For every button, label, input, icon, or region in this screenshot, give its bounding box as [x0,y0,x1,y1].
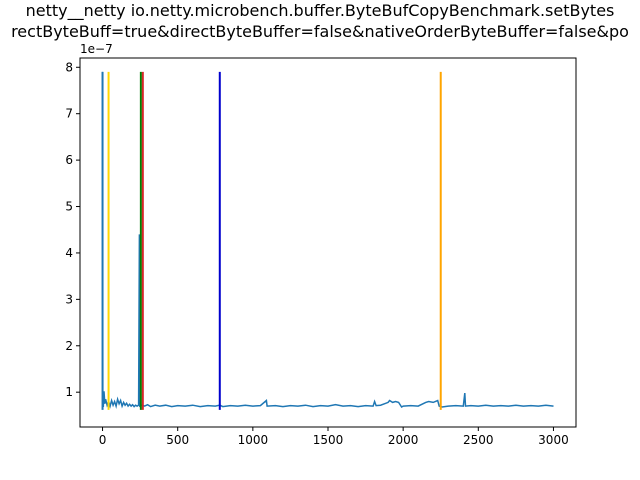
plot-area [101,71,554,410]
chart-title-line-1: netty__netty io.netty.microbench.buffer.… [26,1,615,21]
y-tick-label-7: 8 [65,60,73,74]
y-tick-label-3: 4 [65,246,73,260]
x-tick-label-0: 0 [99,433,107,447]
y-tick-label-0: 1 [65,385,73,399]
chart-title-line-2: rectByteBuff=true&directByteBuffer=false… [11,22,629,41]
x-tick-label-4: 2000 [388,433,419,447]
x-tick-label-3: 1500 [313,433,344,447]
x-tick-label-6: 3000 [538,433,569,447]
y-tick-label-6: 7 [65,107,73,121]
x-tick-label-5: 2500 [463,433,494,447]
x-axis: 0 500 1000 1500 2000 2500 3000 [99,427,569,447]
y-tick-label-1: 2 [65,339,73,353]
y-scale-label: 1e−7 [80,42,113,56]
y-tick-label-2: 3 [65,292,73,306]
plot-frame [79,57,577,428]
y-tick-label-5: 6 [65,153,73,167]
series-line-0 [101,71,554,409]
x-tick-label-1: 500 [166,433,189,447]
y-axis: 1 2 3 4 5 6 7 8 [65,60,80,399]
x-tick-label-2: 1000 [238,433,269,447]
y-tick-label-4: 5 [65,200,73,214]
